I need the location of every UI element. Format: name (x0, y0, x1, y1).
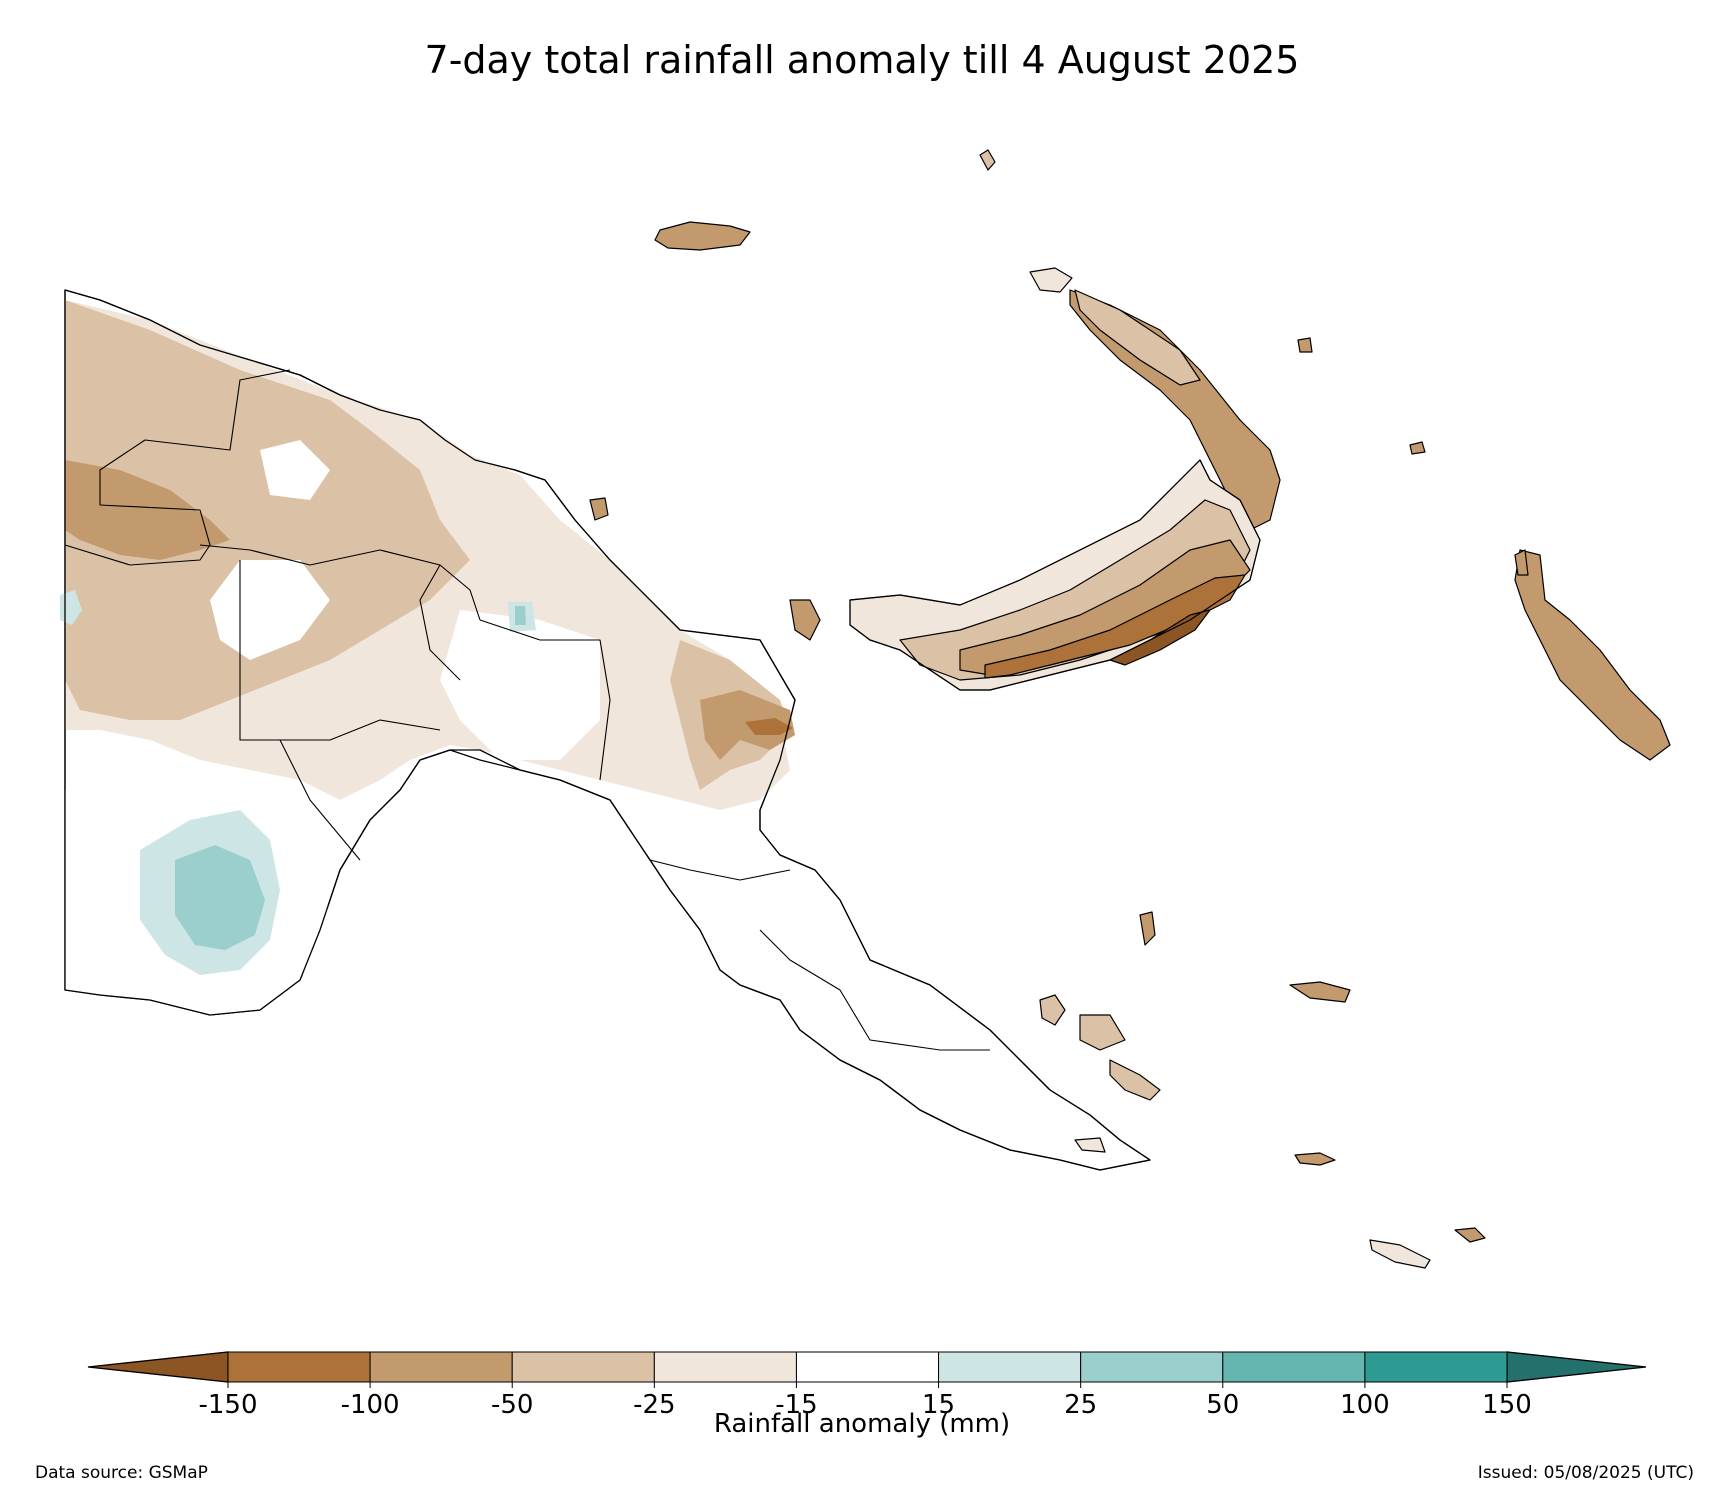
colorbar-tick-label: -25 (633, 1390, 675, 1420)
colorbar-tick-label: 15 (922, 1390, 955, 1420)
map-title: 7-day total rainfall anomaly till 4 Augu… (424, 38, 1300, 82)
mussau (979, 149, 996, 171)
karkar (589, 497, 609, 521)
colorbar-extend-low (87, 1351, 229, 1383)
nissan (1297, 337, 1313, 353)
colorbar-tick-label: 150 (1482, 1390, 1532, 1420)
mainland-outline-stroke (64, 289, 1151, 1171)
normanby (1109, 1059, 1161, 1101)
colorbar-bin (227, 1351, 371, 1383)
woodlark (1289, 981, 1351, 1003)
misima (1294, 1152, 1336, 1166)
new-britain (849, 459, 1261, 691)
issued-date: Issued: 05/08/2025 (UTC) (1477, 1463, 1694, 1483)
colorbar-bin (1222, 1351, 1366, 1383)
colorbar-bin (1364, 1351, 1508, 1383)
colorbar-tick-label: 25 (1064, 1390, 1097, 1420)
d-entrecasteaux-small (1074, 1137, 1106, 1153)
colorbar-tick-label: -50 (491, 1390, 533, 1420)
colorbar-label: Rainfall anomaly (mm) (714, 1409, 1010, 1439)
colorbar-tick-label: 100 (1340, 1390, 1390, 1420)
colorbar-tick-label: 50 (1206, 1390, 1239, 1420)
new-ireland-north (1074, 289, 1201, 386)
new-hanover (1029, 267, 1073, 293)
umboi (789, 599, 821, 641)
mainland-png (60, 289, 1151, 1171)
colorbar-bin (1080, 1351, 1224, 1383)
islands (589, 149, 1671, 1269)
feni (1409, 441, 1426, 455)
colorbar-bin (511, 1351, 655, 1383)
fergusson (1079, 1014, 1126, 1051)
colorbar: -150 -100 -50 -25 -15 15 25 50 100 150 (87, 1351, 1647, 1420)
rossel (1454, 1227, 1486, 1243)
manus-island (654, 221, 751, 251)
colorbar-bin (369, 1351, 513, 1383)
data-source: Data source: GSMaP (35, 1463, 208, 1483)
colorbar-bin (795, 1351, 940, 1383)
goodenough (1039, 994, 1066, 1026)
tagula (1369, 1239, 1431, 1269)
colorbar-tick-label: -100 (341, 1390, 400, 1420)
buka (1514, 549, 1529, 576)
provincial-boundaries (64, 369, 990, 1051)
colorbar-tick-label: -15 (775, 1390, 817, 1420)
bougainville (1514, 549, 1671, 761)
colorbar-extend-high (1506, 1351, 1647, 1383)
colorbar-tick-label: -150 (198, 1390, 257, 1420)
colorbar-bin (938, 1351, 1082, 1383)
trobriand (1139, 911, 1156, 946)
colorbar-bin (653, 1351, 797, 1383)
